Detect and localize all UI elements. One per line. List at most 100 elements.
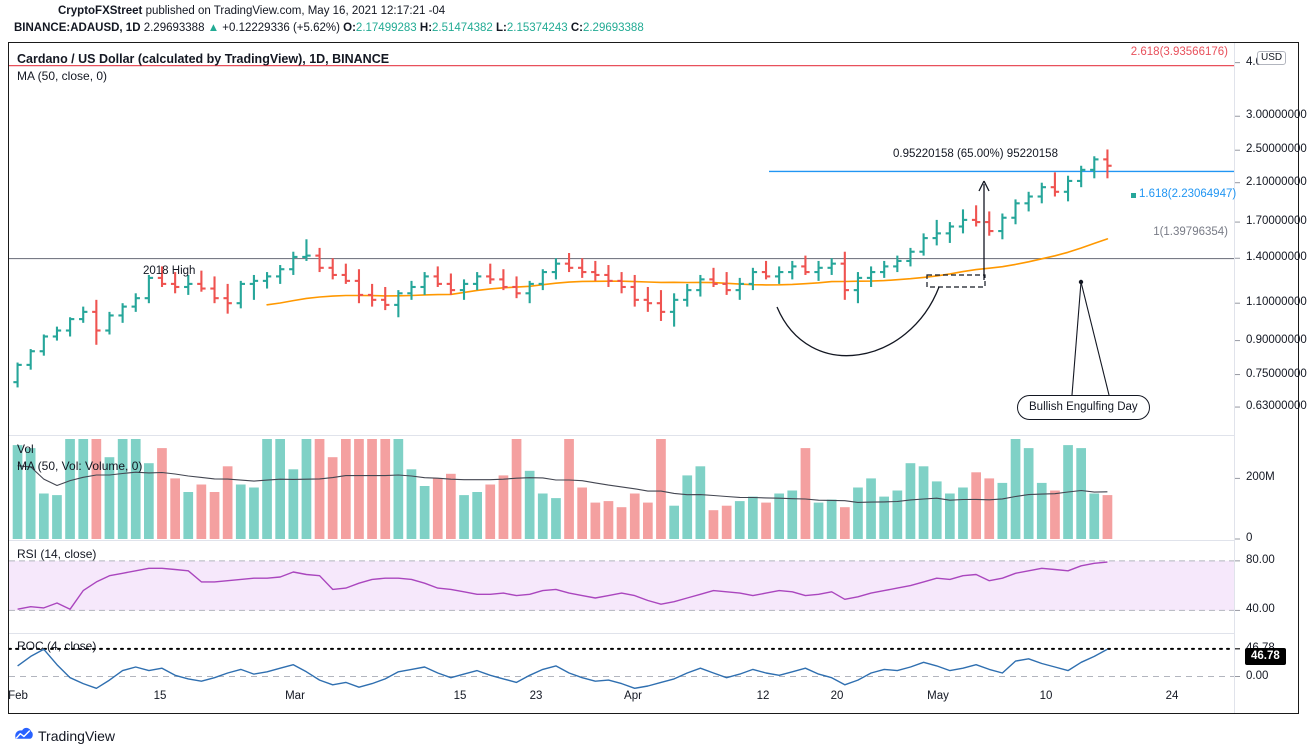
volume-bar xyxy=(643,502,653,539)
volume-bar xyxy=(813,502,824,539)
volume-bar xyxy=(432,478,443,539)
ohlc-bar xyxy=(459,279,469,300)
volume-bar xyxy=(1023,448,1034,539)
ohlc-bar xyxy=(197,270,206,292)
ohlc-bar xyxy=(945,222,955,243)
volume-bar xyxy=(222,466,233,539)
volume-bar xyxy=(564,439,574,539)
chart-plot-area[interactable]: Cardano / US Dollar (calculated by Tradi… xyxy=(9,43,1234,713)
ohlc-bar xyxy=(170,272,180,294)
volume-bar xyxy=(551,498,561,539)
ohlc-bar xyxy=(472,272,482,291)
price-axis[interactable]: 4.0 0003.000000002.500000002.100000001.7… xyxy=(1234,43,1307,713)
rsi-line xyxy=(17,561,1108,610)
volume-bar xyxy=(800,448,811,539)
volume-bar xyxy=(301,439,312,539)
ohlc-bar xyxy=(118,303,127,323)
volume-bar xyxy=(708,510,719,539)
volume-bar xyxy=(669,505,679,539)
volume-bar xyxy=(314,439,325,539)
volume-bar xyxy=(209,492,220,539)
volume-bar xyxy=(354,439,364,539)
ohlc-bar xyxy=(932,219,941,246)
ohlc-bar xyxy=(840,251,850,300)
volume-bar xyxy=(91,439,102,539)
axis-tick-label: 0.90000000 xyxy=(1246,333,1307,346)
ohlc-bar xyxy=(13,362,22,388)
axis-tick-label: 2.50000000 xyxy=(1246,143,1307,156)
volume-bar xyxy=(853,487,863,539)
volume-bar xyxy=(511,439,522,539)
ohlc-bar xyxy=(814,260,823,281)
volume-bar xyxy=(196,484,207,539)
open-value: 2.17499283 xyxy=(355,22,417,34)
ohlc-bar xyxy=(499,269,508,291)
ohlc-bar xyxy=(1024,191,1033,212)
ohlc-bar xyxy=(604,265,613,287)
ohlc-bar xyxy=(564,253,574,273)
volume-bar xyxy=(235,484,246,539)
axis-tick-label: 1.40000000 xyxy=(1246,251,1307,264)
volume-bar xyxy=(826,499,837,539)
ohlc-bar xyxy=(683,283,692,307)
symbol-label: BINANCE:ADAUSD, 1D xyxy=(14,22,141,34)
last-price: 2.29693388 xyxy=(143,22,205,34)
volume-bar xyxy=(12,445,23,539)
chart-header: CryptoFXStreet published on TradingView.… xyxy=(0,0,1307,40)
volume-bar xyxy=(249,487,259,539)
volume-bar xyxy=(183,492,194,539)
bullish-engulfing-callout: Bullish Engulfing Day xyxy=(1017,395,1150,420)
ohlc-bar xyxy=(275,265,285,284)
volume-bar xyxy=(734,501,745,539)
axis-tick-label: 0.75000000 xyxy=(1246,367,1307,380)
ohlc-bar xyxy=(105,311,114,335)
publisher-name: CryptoFXStreet xyxy=(58,5,143,17)
chart-frame: Cardano / US Dollar (calculated by Tradi… xyxy=(8,42,1307,714)
footer-brand: TradingView xyxy=(38,728,116,744)
ohlc-bar xyxy=(407,280,416,300)
volume-bar xyxy=(104,457,115,539)
ohlc-bar xyxy=(341,263,351,284)
time-axis[interactable]: Feb 15 Mar 15 23 Apr 12 20 May 10 24 xyxy=(8,686,1299,714)
ohlc-bar xyxy=(65,317,75,337)
volume-bar xyxy=(130,439,141,539)
volume-bar xyxy=(367,439,377,539)
volume-bar xyxy=(1089,493,1100,539)
ohlc-bar xyxy=(433,266,442,287)
roc-value-badge: 46.78 xyxy=(1245,648,1286,665)
axis-tick-label: 1.70000000 xyxy=(1246,215,1307,228)
ohlc-bar xyxy=(1090,156,1099,179)
ohlc-bar xyxy=(315,247,324,273)
ohlc-bar xyxy=(735,277,744,300)
volume-bar xyxy=(1102,495,1113,539)
roc-line xyxy=(17,648,1108,689)
ohlc-bar xyxy=(131,293,140,312)
axis-tick-label: 0 xyxy=(1246,532,1253,544)
high-key: H: xyxy=(419,22,433,34)
ohlc-bar xyxy=(880,260,889,278)
ohlc-bar xyxy=(26,349,35,370)
time-tick-label: Feb xyxy=(8,690,28,702)
ohlc-bar xyxy=(289,251,298,275)
ohlc-bar xyxy=(643,286,653,312)
ohlc-bar xyxy=(210,276,219,304)
time-tick-label: 24 xyxy=(1165,690,1179,702)
volume-bar xyxy=(577,487,587,539)
ohlc-bar xyxy=(669,293,679,327)
volume-bar xyxy=(1050,490,1060,539)
volume-bar xyxy=(840,507,850,539)
time-tick-label: 12 xyxy=(756,690,770,702)
ohlc-bar xyxy=(617,272,626,294)
ohlc-bar xyxy=(1050,172,1060,197)
axis-tick-label: 0.00 xyxy=(1246,669,1269,682)
ohlc-bar xyxy=(774,266,784,284)
volume-bar xyxy=(866,478,876,539)
close-value: 2.29693388 xyxy=(582,22,644,34)
volume-bar xyxy=(721,505,732,539)
volume-bar xyxy=(65,439,75,539)
ohlc-bar xyxy=(761,260,771,280)
volume-bar xyxy=(78,439,89,539)
ohlc-bar xyxy=(630,274,639,307)
volume-bar xyxy=(275,439,285,539)
